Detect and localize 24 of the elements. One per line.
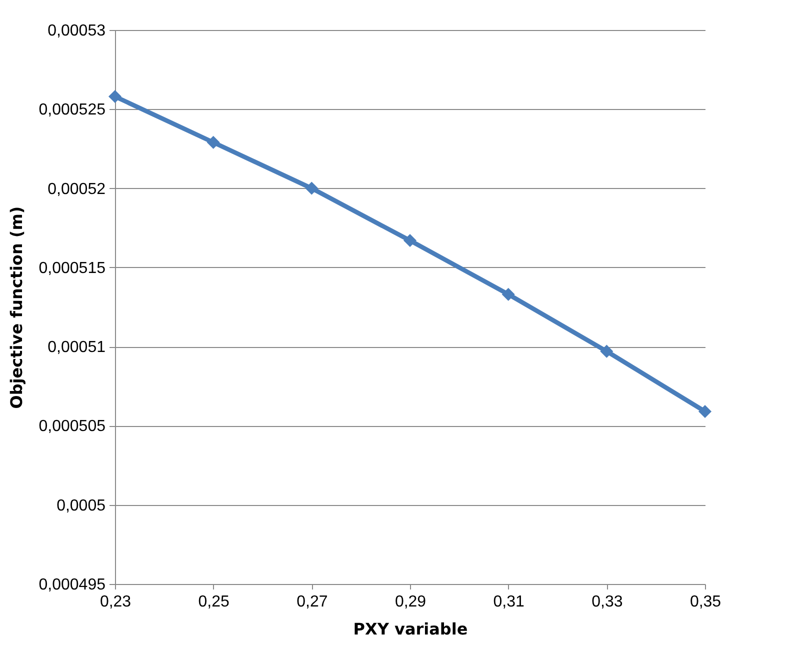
y-tick-label: 0,0005 bbox=[56, 497, 106, 514]
x-tick-label: 0,25 bbox=[198, 594, 230, 610]
point bbox=[698, 404, 712, 418]
y-tick-label: 0,000505 bbox=[38, 418, 106, 436]
y-tick-label: 0,00051 bbox=[48, 339, 106, 356]
x-tick-label: 0,27 bbox=[296, 594, 328, 610]
y-tick-label: 0,00052 bbox=[48, 180, 106, 198]
y-tick-label: 0,000525 bbox=[38, 102, 106, 119]
x-axis-title: PXY variable bbox=[353, 620, 468, 638]
y-tick-label: 0,00053 bbox=[48, 22, 106, 40]
x-tick-label: 0,33 bbox=[592, 594, 623, 610]
y-tick-label: 0,000515 bbox=[38, 260, 106, 277]
x-tick-label: 0,29 bbox=[394, 594, 426, 610]
point bbox=[600, 344, 614, 358]
x-tick-label: 0,31 bbox=[493, 594, 525, 610]
y-axis-title: Objective function (m) bbox=[6, 206, 26, 409]
point bbox=[206, 136, 220, 149]
x-tick-label: 0,35 bbox=[690, 594, 722, 610]
point bbox=[305, 182, 318, 195]
point bbox=[403, 234, 417, 248]
x-tick-label: 0,23 bbox=[100, 594, 132, 610]
point bbox=[502, 288, 515, 301]
y-tick-label: 0,000495 bbox=[38, 576, 106, 594]
point bbox=[108, 90, 122, 103]
